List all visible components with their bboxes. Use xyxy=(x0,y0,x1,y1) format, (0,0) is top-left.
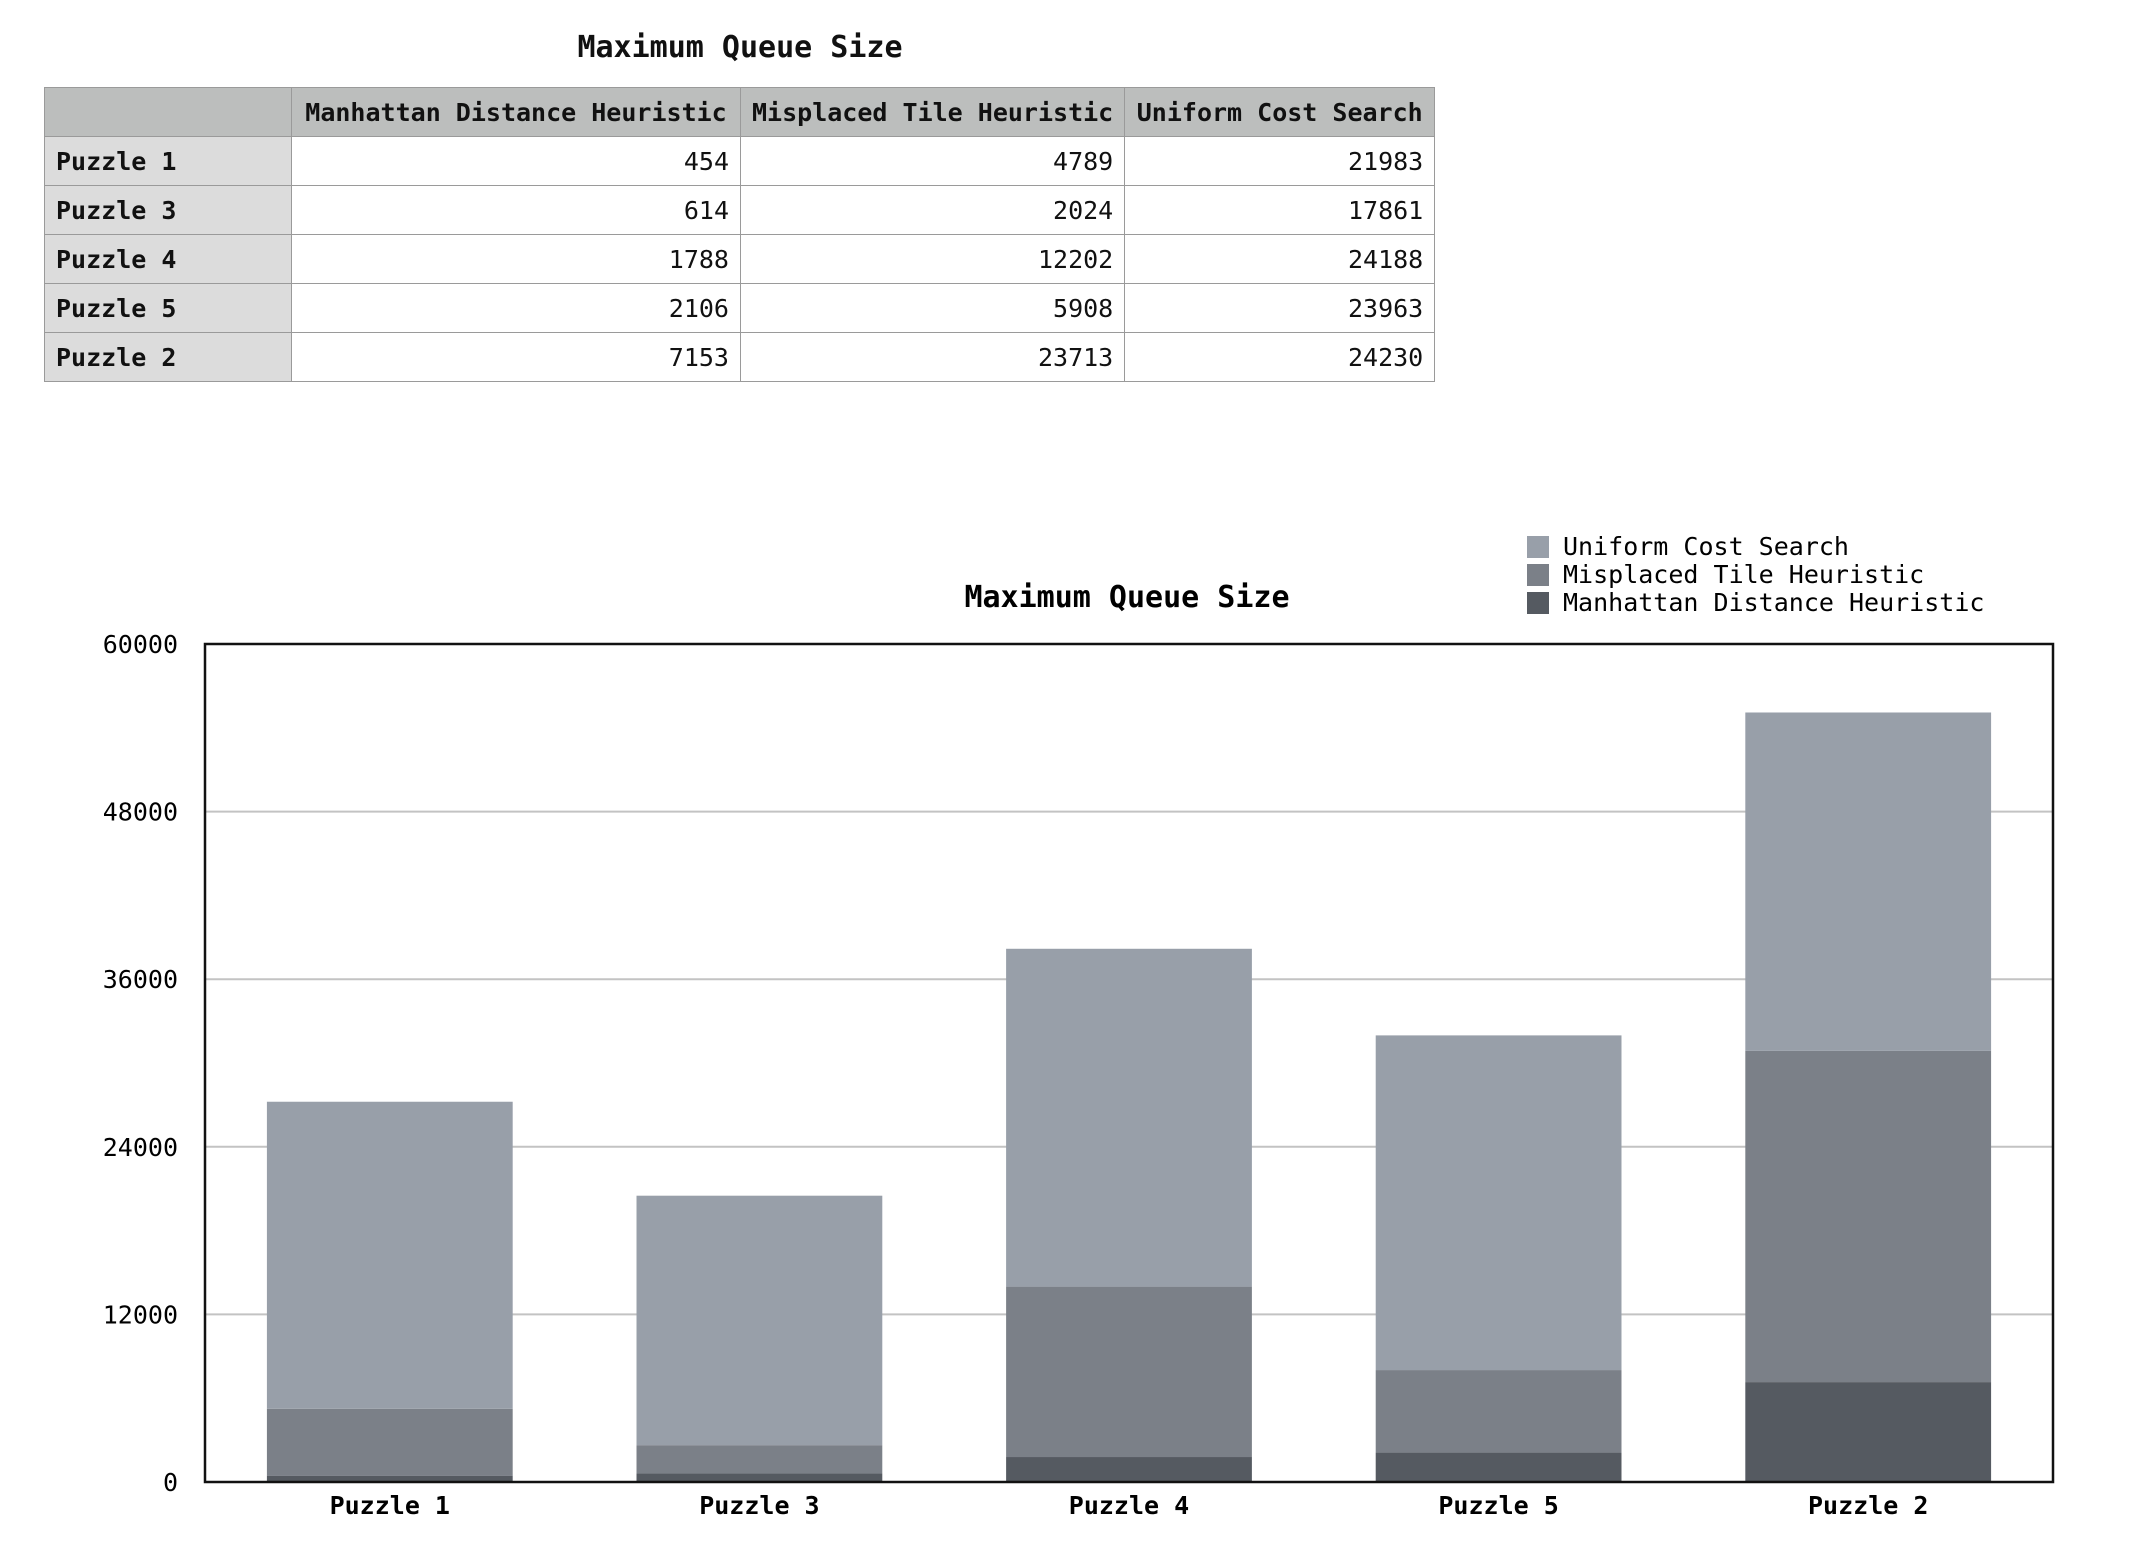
x-tick-label: Puzzle 3 xyxy=(699,1491,819,1520)
row-header: Puzzle 3 xyxy=(44,185,292,235)
bar-manhattan-distance-heuristic xyxy=(1375,1452,1622,1482)
row-header: Puzzle 4 xyxy=(44,234,292,284)
table-cell: 23963 xyxy=(1124,283,1436,333)
table-corner-cell xyxy=(44,87,292,137)
x-tick-label: Puzzle 5 xyxy=(1438,1491,1558,1520)
bar-uniform-cost-search xyxy=(1006,948,1252,1287)
row-header: Puzzle 1 xyxy=(44,136,292,186)
table-header-row: Manhattan Distance Heuristic Misplaced T… xyxy=(44,87,1436,137)
legend-swatch xyxy=(1527,564,1549,586)
y-tick-label: 24000 xyxy=(103,1133,178,1162)
table-cell: 614 xyxy=(291,185,741,235)
row-header: Puzzle 2 xyxy=(44,332,292,382)
y-tick-label: 12000 xyxy=(103,1300,178,1329)
legend-label: Misplaced Tile Heuristic xyxy=(1563,560,1924,589)
bar-uniform-cost-search xyxy=(1745,712,1992,1051)
table-cell: 2106 xyxy=(291,283,741,333)
bar-manhattan-distance-heuristic xyxy=(636,1473,883,1482)
bar-misplaced-tile-heuristic xyxy=(636,1445,883,1474)
table-row: Puzzle 1 454 4789 21983 xyxy=(44,136,1436,186)
legend-label: Manhattan Distance Heuristic xyxy=(1563,588,1984,617)
y-tick-label: 48000 xyxy=(103,798,178,827)
bar-manhattan-distance-heuristic xyxy=(266,1475,513,1482)
y-tick-label: 0 xyxy=(163,1468,178,1497)
table-title: Maximum Queue Size xyxy=(577,30,903,65)
data-table: Manhattan Distance Heuristic Misplaced T… xyxy=(44,87,1436,382)
table-row: Puzzle 3 614 2024 17861 xyxy=(44,185,1436,235)
bar-uniform-cost-search xyxy=(636,1195,883,1446)
x-tick-label: Puzzle 4 xyxy=(1069,1491,1189,1520)
bar-misplaced-tile-heuristic xyxy=(1006,1286,1252,1458)
legend-swatch xyxy=(1527,536,1549,558)
bar-misplaced-tile-heuristic xyxy=(1745,1050,1992,1383)
table-cell: 24230 xyxy=(1124,332,1436,382)
table-cell: 17861 xyxy=(1124,185,1436,235)
table-cell: 2024 xyxy=(739,185,1126,235)
bar-manhattan-distance-heuristic xyxy=(1745,1382,1992,1482)
bars xyxy=(266,712,1992,1482)
table-cell: 24188 xyxy=(1124,234,1436,284)
y-tick-label: 36000 xyxy=(103,965,178,994)
table-cell: 21983 xyxy=(1124,136,1436,186)
bar-uniform-cost-search xyxy=(266,1101,513,1409)
bar-misplaced-tile-heuristic xyxy=(1375,1370,1622,1453)
plot-frame xyxy=(203,642,2055,1484)
table-cell: 454 xyxy=(291,136,741,186)
x-tick-label: Puzzle 1 xyxy=(330,1491,450,1520)
bar-manhattan-distance-heuristic xyxy=(1006,1457,1252,1482)
bar-misplaced-tile-heuristic xyxy=(266,1408,513,1476)
y-tick-label: 60000 xyxy=(103,630,178,659)
table-row: Puzzle 5 2106 5908 23963 xyxy=(44,283,1436,333)
column-header: Manhattan Distance Heuristic xyxy=(291,87,741,137)
table-cell: 23713 xyxy=(739,332,1126,382)
x-axis-labels: Puzzle 1 Puzzle 3 Puzzle 4 Puzzle 5 Puzzle 2 xyxy=(330,1491,1929,1520)
table-cell: 4789 xyxy=(739,136,1126,186)
column-header: Uniform Cost Search xyxy=(1124,87,1436,137)
chart-title: Maximum Queue Size xyxy=(964,580,1289,615)
y-axis-ticks: 0 12000 24000 36000 48000 60000 xyxy=(103,630,178,1497)
legend-swatch xyxy=(1527,592,1549,614)
table-row: Puzzle 2 7153 23713 24230 xyxy=(44,332,1436,382)
bar-uniform-cost-search xyxy=(1375,1035,1622,1371)
legend-label: Uniform Cost Search xyxy=(1563,532,1849,561)
x-tick-label: Puzzle 2 xyxy=(1808,1491,1928,1520)
